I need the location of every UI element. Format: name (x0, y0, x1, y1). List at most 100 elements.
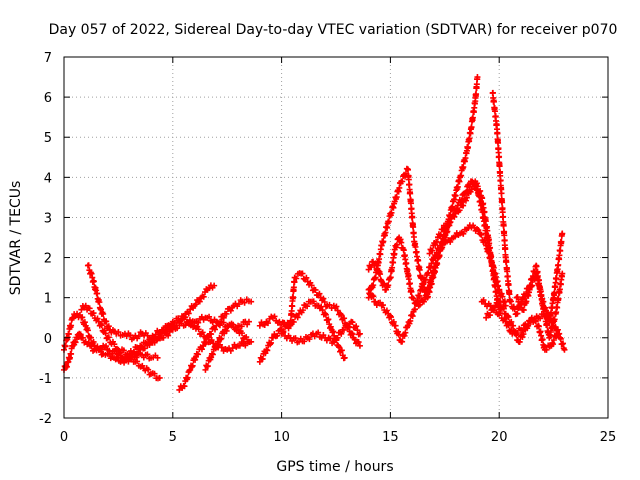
data-point-sat-m (370, 293, 377, 300)
data-point-sat-r (539, 336, 546, 343)
data-point-sat-f (223, 310, 230, 317)
data-point-sat-i (287, 317, 294, 324)
data-point-sat-b (88, 343, 95, 350)
data-point-sat-f (235, 301, 242, 308)
data-point-sat-m (369, 292, 376, 299)
data-point-sat-d (102, 330, 109, 337)
data-point-sat-c (115, 329, 122, 336)
data-point-sat-i (259, 355, 266, 362)
data-point-sat-m (380, 302, 387, 309)
data-point-sat-c (245, 318, 252, 325)
data-point-sat-h (265, 320, 271, 327)
data-point-sat-f (220, 314, 227, 321)
data-point-sat-b (145, 366, 152, 373)
data-point-sat-i (290, 293, 297, 300)
data-point-sat-a (84, 327, 91, 334)
data-point-sat-k (403, 260, 410, 267)
data-point-sat-b (79, 334, 86, 341)
data-point-sat-n (447, 219, 454, 226)
data-point-sat-r (519, 334, 526, 341)
data-point-sat-e (121, 357, 128, 364)
data-point-sat-o (508, 298, 515, 305)
y-tick-label: -1 (39, 372, 52, 387)
data-point-sat-j (349, 319, 356, 326)
data-point-sat-n (443, 223, 450, 230)
data-point-sat-o (500, 213, 507, 220)
data-point-sat-h (330, 328, 337, 335)
data-point-sat-m (436, 246, 443, 253)
x-tick-label: 15 (382, 430, 399, 445)
data-point-sat-m (392, 322, 399, 329)
data-point-sat-r (532, 318, 539, 325)
data-point-sat-o (503, 259, 510, 266)
data-point-sat-m (447, 238, 454, 245)
data-point-sat-h (329, 329, 336, 336)
data-point-sat-n (429, 247, 436, 254)
data-point-sat-l (370, 282, 377, 289)
data-point-sat-i (293, 275, 300, 282)
data-point-sat-m (425, 269, 432, 276)
data-point-sat-q (553, 275, 560, 282)
data-point-sat-o (495, 139, 502, 146)
data-point-sat-f (205, 334, 212, 341)
data-point-sat-f (203, 339, 210, 346)
data-point-sat-r (553, 333, 560, 340)
data-point-sat-e (242, 342, 249, 349)
data-point-sat-h (325, 316, 332, 323)
data-point-sat-e (155, 334, 162, 341)
data-point-sat-p (561, 346, 568, 353)
data-point-sat-l (406, 181, 413, 188)
data-point-sat-i (338, 312, 345, 319)
data-point-sat-g (202, 366, 209, 373)
data-point-sat-q (557, 247, 564, 254)
data-point-sat-i (348, 330, 355, 337)
data-point-sat-b (156, 374, 163, 381)
x-tick-label: 0 (60, 430, 68, 445)
data-point-sat-j (315, 329, 322, 336)
data-point-sat-o (506, 291, 513, 298)
data-point-sat-h (271, 313, 278, 320)
data-point-sat-m (498, 290, 505, 297)
data-points (61, 74, 568, 393)
data-point-sat-p (557, 335, 564, 342)
data-point-sat-e (229, 345, 236, 352)
y-tick-label: 5 (44, 131, 52, 146)
data-point-sat-e (149, 339, 156, 346)
data-point-sat-q (559, 230, 566, 237)
data-point-sat-j (356, 330, 363, 337)
data-point-sat-a (154, 354, 161, 361)
y-tick-label: 7 (44, 51, 52, 66)
data-point-sat-l (399, 178, 406, 185)
data-point-sat-q (514, 293, 521, 300)
data-point-sat-c (103, 318, 110, 325)
data-point-sat-e (236, 342, 243, 349)
data-point-sat-i (274, 332, 281, 339)
data-point-sat-k (380, 280, 387, 287)
data-point-sat-o (511, 306, 518, 313)
data-point-sat-o (556, 286, 563, 293)
data-point-sat-m (452, 233, 459, 240)
data-point-sat-l (468, 124, 475, 131)
data-point-sat-l (452, 192, 459, 199)
data-point-sat-i (299, 270, 306, 277)
data-point-sat-b (151, 370, 158, 377)
data-point-sat-c (94, 290, 101, 297)
data-point-sat-o (555, 295, 562, 302)
data-point-sat-r (505, 314, 512, 321)
data-point-sat-m (388, 314, 395, 321)
data-point-sat-p (480, 297, 487, 304)
data-point-sat-o (499, 199, 506, 206)
data-point-sat-g (248, 338, 255, 345)
data-point-sat-d (165, 332, 172, 339)
data-point-sat-f (181, 383, 188, 390)
data-point-sat-m (411, 306, 418, 313)
data-point-sat-c (105, 323, 112, 330)
data-point-sat-l (462, 155, 469, 162)
data-point-sat-j (292, 335, 299, 342)
data-point-sat-i (320, 295, 327, 302)
data-point-sat-n (462, 197, 469, 204)
data-point-sat-q (520, 307, 527, 314)
data-point-sat-q (517, 300, 524, 307)
data-point-sat-n (474, 183, 481, 190)
data-point-sat-n (477, 187, 484, 194)
